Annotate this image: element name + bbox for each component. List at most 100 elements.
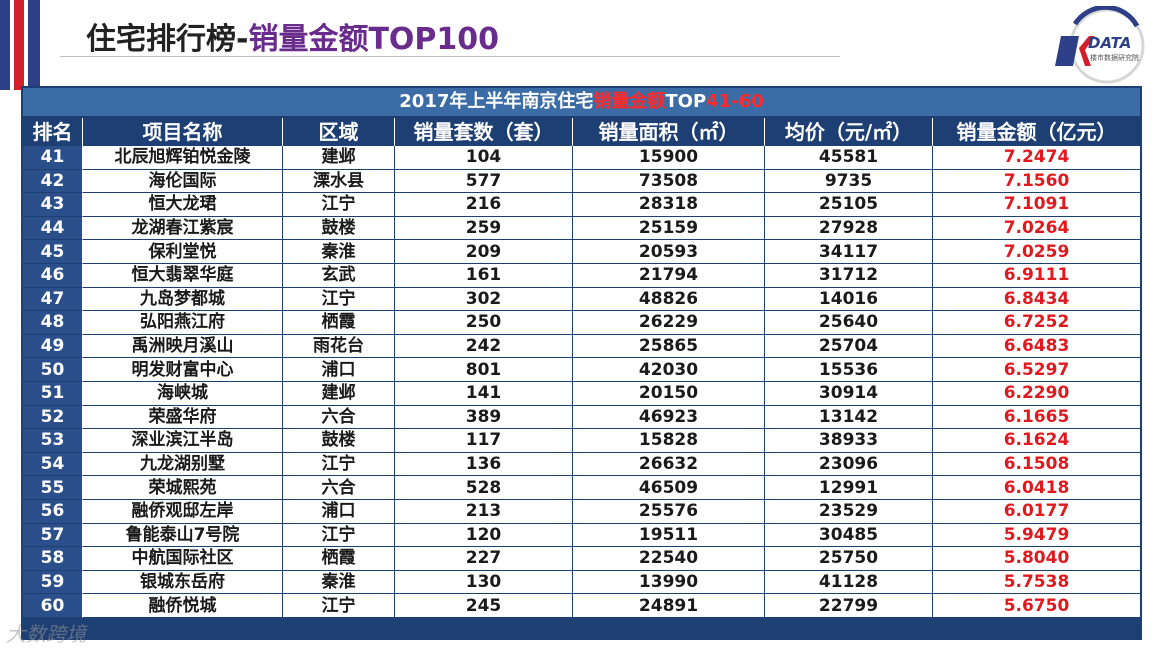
units-cell: 216	[395, 193, 573, 217]
project-name-cell: 恒大龙珺	[83, 193, 283, 217]
page-title-highlight: 销量金额TOP100	[248, 22, 500, 57]
district-cell: 江宁	[283, 287, 395, 312]
amount-cell: 7.0264	[933, 216, 1140, 241]
units-cell: 130	[395, 570, 573, 595]
watermark: 大数跨境	[6, 622, 86, 646]
table-caption: 2017年上半年南京住宅销量金额TOP41-60	[23, 88, 1140, 116]
amount-cell: 6.7252	[933, 311, 1140, 335]
table-row: 47 九岛梦都城 江宁 302 48826 14016 6.8434	[23, 287, 1140, 312]
amount-cell: 6.8434	[933, 287, 1140, 312]
logo-text: DATA	[1088, 34, 1132, 52]
area-cell: 42030	[573, 358, 765, 382]
avg-price-cell: 22799	[765, 594, 933, 618]
table-row: 46 恒大翡翠华庭 玄武 161 21794 31712 6.9111	[23, 263, 1140, 288]
district-cell: 栖霞	[283, 311, 395, 335]
avg-price-cell: 25704	[765, 334, 933, 359]
rank-cell: 56	[23, 499, 83, 524]
project-name-cell: 保利堂悦	[83, 240, 283, 264]
table-row: 41 北辰旭辉铂悦金陵 建邺 104 15900 45581 7.2474	[23, 146, 1140, 170]
table-row: 60 融侨悦城 江宁 245 24891 22799 5.6750	[23, 594, 1140, 618]
amount-cell: 7.0259	[933, 240, 1140, 264]
table-row: 59 银城东岳府 秦淮 130 13990 41128 5.7538	[23, 570, 1140, 595]
area-cell: 25576	[573, 499, 765, 524]
district-cell: 浦口	[283, 499, 395, 524]
table-header-row: 排名 项目名称 区域 销量套数（套） 销量面积（㎡） 均价（元/㎡） 销量金额（亿元）	[23, 118, 1140, 146]
project-name-cell: 恒大翡翠华庭	[83, 263, 283, 288]
header-amount: 销量金额（亿元）	[933, 118, 1140, 146]
units-cell: 528	[395, 476, 573, 500]
area-cell: 19511	[573, 523, 765, 548]
district-cell: 建邺	[283, 381, 395, 406]
rank-cell: 41	[23, 146, 83, 170]
amount-cell: 5.9479	[933, 523, 1140, 548]
area-cell: 15828	[573, 429, 765, 453]
area-cell: 24891	[573, 594, 765, 618]
units-cell: 302	[395, 287, 573, 312]
area-cell: 46509	[573, 476, 765, 500]
avg-price-cell: 45581	[765, 146, 933, 170]
units-cell: 801	[395, 358, 573, 382]
table-row: 56 融侨观邸左岸 浦口 213 25576 23529 6.0177	[23, 499, 1140, 524]
units-cell: 250	[395, 311, 573, 335]
table-body: 41 北辰旭辉铂悦金陵 建邺 104 15900 45581 7.2474 42 海伦国际 溧水县…	[23, 146, 1140, 618]
rank-cell: 55	[23, 476, 83, 500]
amount-cell: 6.5297	[933, 358, 1140, 382]
district-cell: 江宁	[283, 193, 395, 217]
rank-cell: 50	[23, 358, 83, 382]
area-cell: 15900	[573, 146, 765, 170]
rank-cell: 47	[23, 287, 83, 312]
amount-cell: 6.0177	[933, 499, 1140, 524]
table-row: 42 海伦国际 溧水县 577 73508 9735 7.1560	[23, 169, 1140, 194]
rank-cell: 58	[23, 547, 83, 571]
left-stripe-white	[10, 0, 14, 90]
header-avg-price: 均价（元/㎡）	[765, 118, 933, 146]
area-cell: 20593	[573, 240, 765, 264]
table-row: 48 弘阳燕江府 栖霞 250 26229 25640 6.7252	[23, 311, 1140, 335]
district-cell: 六合	[283, 405, 395, 430]
project-name-cell: 海峡城	[83, 381, 283, 406]
area-cell: 26229	[573, 311, 765, 335]
project-name-cell: 明发财富中心	[83, 358, 283, 382]
rank-cell: 51	[23, 381, 83, 406]
avg-price-cell: 30914	[765, 381, 933, 406]
avg-price-cell: 23529	[765, 499, 933, 524]
district-cell: 溧水县	[283, 169, 395, 194]
avg-price-cell: 41128	[765, 570, 933, 595]
left-stripe-navy	[0, 0, 10, 90]
amount-cell: 7.2474	[933, 146, 1140, 170]
avg-price-cell: 9735	[765, 169, 933, 194]
area-cell: 73508	[573, 169, 765, 194]
amount-cell: 6.2290	[933, 381, 1140, 406]
table-row: 44 龙湖春江紫宸 鼓楼 259 25159 27928 7.0264	[23, 216, 1140, 241]
project-name-cell: 海伦国际	[83, 169, 283, 194]
header-rank: 排名	[23, 118, 83, 146]
amount-cell: 6.1665	[933, 405, 1140, 430]
units-cell: 120	[395, 523, 573, 548]
page-title: 住宅排行榜-销量金额TOP100	[86, 14, 499, 58]
district-cell: 秦淮	[283, 570, 395, 595]
kdata-logo-icon	[1055, 6, 1145, 84]
amount-cell: 5.8040	[933, 547, 1140, 571]
district-cell: 建邺	[283, 146, 395, 170]
project-name-cell: 银城东岳府	[83, 570, 283, 595]
project-name-cell: 融侨悦城	[83, 594, 283, 618]
table-row: 55 荣城熙苑 六合 528 46509 12991 6.0418	[23, 476, 1140, 500]
amount-cell: 6.0418	[933, 476, 1140, 500]
rank-cell: 54	[23, 452, 83, 477]
project-name-cell: 中航国际社区	[83, 547, 283, 571]
table-row: 57 鲁能泰山7号院 江宁 120 19511 30485 5.9479	[23, 523, 1140, 548]
district-cell: 江宁	[283, 594, 395, 618]
caption-red-1: 销量金额	[593, 91, 666, 112]
table-row: 53 深业滨江半岛 鼓楼 117 15828 38933 6.1624	[23, 429, 1140, 453]
page-title-prefix: 住宅排行榜-	[86, 22, 249, 57]
header-area: 销量面积（㎡）	[573, 118, 765, 146]
area-cell: 25159	[573, 216, 765, 241]
project-name-cell: 融侨观邸左岸	[83, 499, 283, 524]
project-name-cell: 荣城熙苑	[83, 476, 283, 500]
area-cell: 46923	[573, 405, 765, 430]
rank-cell: 46	[23, 263, 83, 288]
ranking-table: 排名 项目名称 区域 销量套数（套） 销量面积（㎡） 均价（元/㎡） 销量金额（亿元） 41…	[23, 118, 1140, 618]
district-cell: 鼓楼	[283, 429, 395, 453]
project-name-cell: 禹洲映月溪山	[83, 334, 283, 359]
rank-cell: 42	[23, 169, 83, 194]
